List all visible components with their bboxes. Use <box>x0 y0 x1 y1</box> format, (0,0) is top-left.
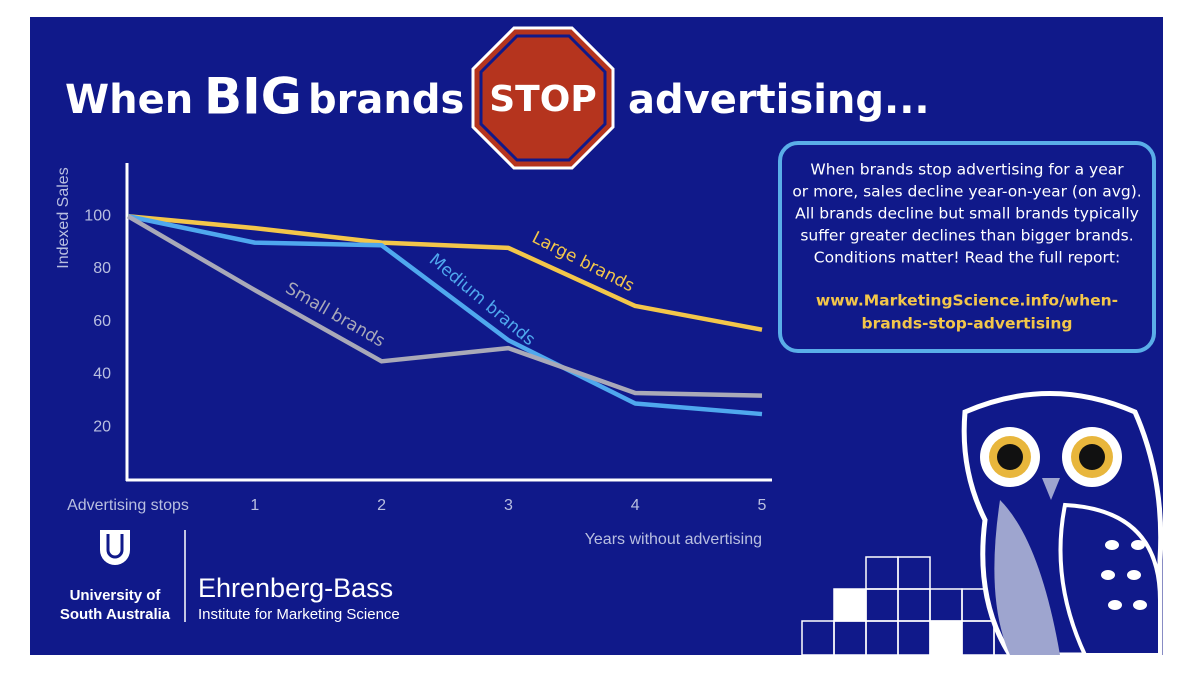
series-line <box>126 214 763 398</box>
y-tick-label: 60 <box>93 313 111 330</box>
title-word: When <box>65 77 193 123</box>
info-line: suffer greater declines than bigger bran… <box>800 227 1133 245</box>
y-tick-label: 40 <box>93 366 111 383</box>
x-tick-label: 5 <box>758 497 767 514</box>
university-logo <box>100 530 130 565</box>
info-url: brands-stop-advertising <box>861 315 1072 333</box>
info-url: www.MarketingScience.info/when- <box>816 292 1118 310</box>
info-line: When brands stop advertising for a year <box>810 161 1124 179</box>
x-tick-label: 3 <box>504 497 513 514</box>
university-name: University of <box>70 587 162 604</box>
x-tick-label: 2 <box>377 497 386 514</box>
x-axis-title: Years without advertising <box>585 531 762 548</box>
title-emphasis: BIG <box>204 68 302 126</box>
info-line: All brands decline but small brands typi… <box>795 205 1139 223</box>
stop-text: STOP <box>489 79 596 120</box>
y-tick-label: 20 <box>93 418 111 435</box>
title-word: brands <box>308 77 464 123</box>
y-tick-label: 80 <box>93 260 111 277</box>
university-name: South Australia <box>60 606 171 623</box>
institute-name: Ehrenberg-Bass <box>198 573 393 603</box>
x-tick-label: 4 <box>631 497 640 514</box>
institute-subtitle: Institute for Marketing Science <box>198 606 400 623</box>
stop-sign-border <box>479 34 607 162</box>
x-tick-label: Advertising stops <box>67 497 189 514</box>
y-tick-label: 100 <box>84 207 111 224</box>
title-word: advertising... <box>628 77 930 123</box>
pixel-grid <box>801 556 1059 656</box>
stop-sign <box>471 26 615 170</box>
university-logo-mark <box>106 534 124 559</box>
y-axis-title: Indexed Sales <box>55 167 72 268</box>
x-tick-label: 1 <box>250 497 259 514</box>
series-line <box>127 214 763 332</box>
info-line: or more, sales decline year-on-year (on … <box>792 183 1141 201</box>
info-text: When brands stop advertising for a year o… <box>792 161 1141 333</box>
owl <box>961 391 1164 658</box>
info-box <box>778 141 1156 353</box>
series-line <box>127 214 763 417</box>
info-line: Conditions matter! Read the full report: <box>814 249 1120 267</box>
